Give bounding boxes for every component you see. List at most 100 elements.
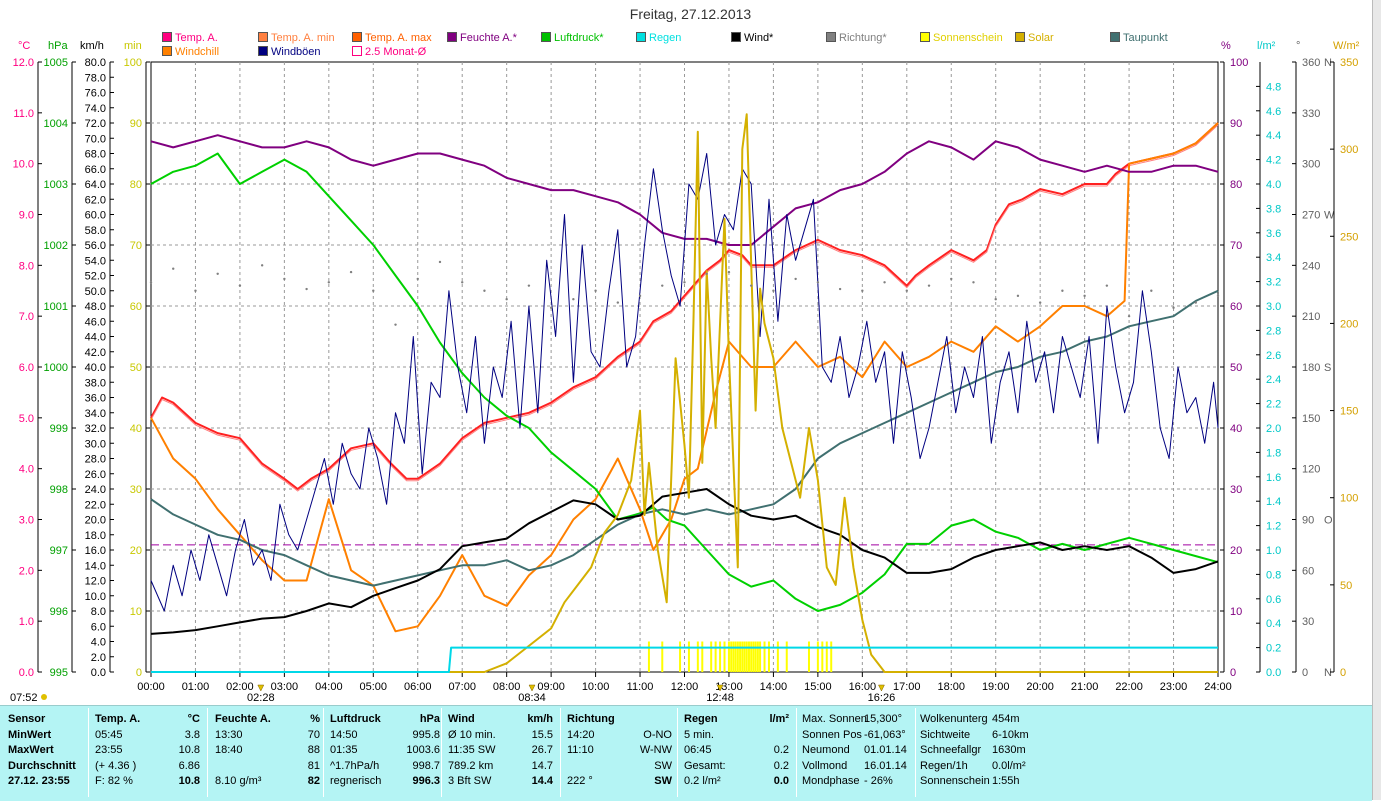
direction-dot — [661, 284, 664, 287]
stats-header-row: Wind km/h — [448, 712, 553, 728]
solar-tick-label: 350 — [1340, 57, 1358, 69]
time-marker-icon — [257, 684, 265, 692]
rain-tick-label: 1.8 — [1266, 447, 1281, 459]
wind-unit-label: km/h — [80, 40, 104, 52]
solar-tick-label: 0 — [1340, 667, 1346, 679]
direction-dot — [972, 281, 975, 284]
stats-unit: hPa — [419, 713, 440, 725]
humidity-tick-label: 100 — [1230, 57, 1248, 69]
legend-swatch — [162, 46, 172, 56]
legend-swatch — [258, 46, 268, 56]
direction-dot — [1038, 301, 1042, 304]
sunshine-bar — [739, 641, 742, 672]
weather-chart: 00:00 01:00 02:00 03:00 04:00 05:00 06:00 07:00… — [10, 57, 1358, 704]
stats-unit: °C — [187, 713, 200, 725]
stats-row: (+ 4.36 ) 6.86 — [95, 759, 200, 775]
wind-tick-label: 80.0 — [85, 57, 106, 69]
direction-dot — [950, 277, 953, 281]
stats-value: -61,063° — [864, 728, 906, 741]
sunshine-bar — [830, 641, 833, 672]
x-tick-label: 09:00 — [537, 681, 565, 693]
direction-dot — [172, 267, 175, 270]
legend-label: 2.5 Monat-Ø — [365, 46, 427, 58]
sun_min-tick-label: 90 — [130, 118, 142, 130]
stats-value: 10.8 — [178, 775, 200, 787]
humidity-tick-label: 10 — [1230, 606, 1242, 618]
stats-value: 15.5 — [531, 728, 553, 741]
stats-cell: 18:40 — [215, 744, 243, 756]
legend-label: Windböen — [271, 46, 321, 58]
direction-dot — [1216, 294, 1220, 298]
sunshine-bar — [763, 641, 766, 672]
stats-value: 0.0 — [773, 775, 789, 787]
sunshine-bar — [776, 641, 779, 672]
pressure-tick-label: 999 — [50, 423, 68, 435]
wind-tick-label: 64.0 — [85, 179, 106, 191]
legend-swatch — [541, 32, 551, 42]
pressure-tick-label: 997 — [50, 545, 68, 557]
humidity-unit-label: % — [1221, 40, 1231, 52]
stats-col8: Max. Sonnen 15,300° Sonnen Pos -61,063° Neum… — [802, 712, 912, 790]
stats-cell: Ø 10 min. — [448, 728, 496, 741]
wind-tick-label: 52.0 — [85, 271, 106, 283]
chart-series — [149, 113, 1220, 673]
stats-cell: 5 min. — [684, 728, 714, 741]
stats-row: 5 min. — [684, 728, 789, 744]
legend-item: Windchill — [162, 46, 219, 58]
direction-tick-label: 270 — [1302, 210, 1320, 222]
direction-dot — [349, 270, 353, 274]
rain-tick-label: 0.6 — [1266, 594, 1281, 606]
wind-tick-label: 74.0 — [85, 103, 106, 115]
stats-row: Schneefallgr 1630m — [920, 743, 1040, 759]
x-tick-label: 22:00 — [1115, 681, 1143, 693]
stats-header: Sensor — [8, 713, 46, 725]
temp-tick-label: 2.0 — [19, 565, 34, 577]
sun-icon — [41, 694, 47, 700]
stats-value: 3.8 — [184, 728, 200, 741]
x-tick-label: 08:00 — [493, 681, 521, 693]
direction-unit-label: ° — [1296, 40, 1301, 52]
pressure-tick-label: 998 — [50, 484, 68, 496]
legend-swatch — [731, 32, 741, 42]
x-tick-label: 05:00 — [360, 681, 388, 693]
direction-dot — [616, 301, 620, 304]
stats-cell — [215, 759, 280, 775]
direction-dot — [372, 289, 375, 292]
wind-tick-label: 24.0 — [85, 484, 106, 496]
rain-tick-label: 3.4 — [1266, 252, 1281, 264]
pressure-tick-label: 1000 — [44, 362, 68, 374]
sun_min-tick-label: 40 — [130, 423, 142, 435]
x-tick-label: 02:00 — [226, 681, 254, 693]
stats-row: 01:35 1003.6 — [330, 743, 440, 759]
sunshine-bar — [807, 641, 810, 672]
wind-tick-label: 0.0 — [91, 667, 106, 679]
wind-tick-label: 10.0 — [85, 591, 106, 603]
stats-value: 454m — [992, 713, 1020, 725]
wind-tick-label: 14.0 — [85, 560, 106, 572]
direction-tick-label: 60 — [1302, 565, 1314, 577]
stats-header: Temp. A. — [95, 713, 141, 725]
stats-value: 88 — [307, 744, 320, 756]
legend-label: Temp. A. min — [271, 32, 335, 44]
x-tick-label: 11:00 — [627, 681, 654, 693]
stats-value: 998.7 — [412, 759, 440, 772]
direction-dot — [572, 298, 575, 301]
direction-dot — [149, 281, 153, 284]
column-separator — [207, 708, 208, 797]
pressure-tick-label: 1003 — [44, 179, 68, 191]
stats-header-row: Feuchte A.% — [215, 712, 320, 728]
wind-tick-label: 36.0 — [85, 393, 106, 405]
wind-tick-label: 66.0 — [85, 164, 106, 176]
sunshine-bar — [696, 641, 699, 672]
stats-row: 81 — [215, 759, 320, 775]
column-separator — [323, 708, 324, 797]
stats-row: 18:40 88 — [215, 743, 320, 759]
x-tick-label: 15:00 — [804, 681, 832, 693]
direction-dot — [505, 298, 508, 301]
solar-unit-label: W/m² — [1333, 40, 1360, 52]
humidity-tick-label: 60 — [1230, 301, 1242, 313]
windb-en-series — [150, 153, 1219, 612]
rain-tick-label: 2.4 — [1266, 374, 1281, 386]
temp-tick-label: 5.0 — [19, 413, 34, 425]
direction-tick-label: 360 — [1302, 57, 1320, 69]
